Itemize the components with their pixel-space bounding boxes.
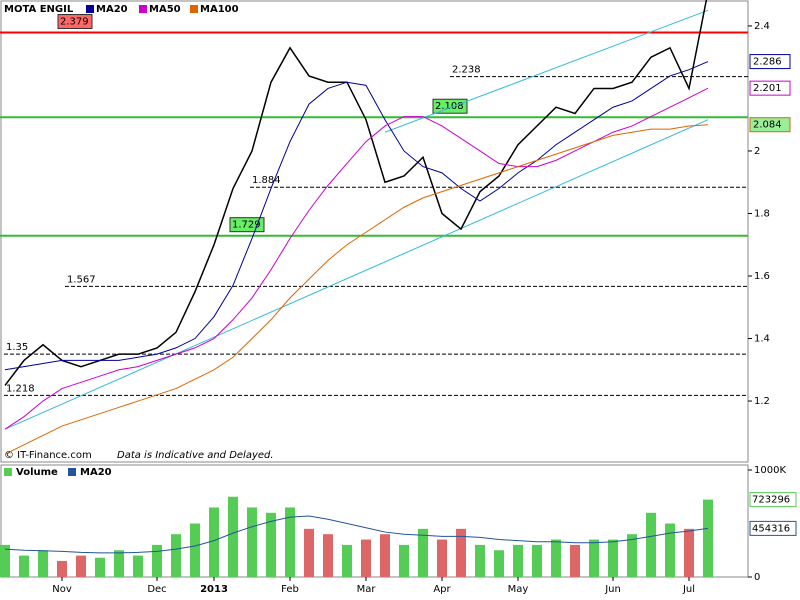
price-panel	[0, 0, 749, 463]
volume-bar	[627, 534, 637, 577]
x-tick-label: Jul	[682, 584, 695, 595]
volume-bar	[19, 555, 29, 577]
volume-bar	[171, 534, 181, 577]
volume-bar	[418, 528, 428, 577]
volume-bar	[152, 544, 162, 577]
volume-bar	[285, 507, 295, 577]
volume-bar	[304, 528, 314, 577]
volume-bar	[209, 507, 219, 577]
level-label: 1.567	[67, 274, 96, 285]
y-tick-label: 0	[754, 572, 760, 583]
volume-bar	[665, 523, 675, 577]
legend-label: MA20	[80, 467, 112, 478]
series-line	[4, 0, 708, 386]
legend-swatch	[4, 468, 12, 476]
volume-bar	[570, 544, 580, 577]
y-tick-label: 1.4	[754, 334, 770, 345]
level-label: 2.379	[60, 17, 89, 28]
volume-bar	[57, 560, 67, 577]
x-tick-label: Apr	[433, 584, 451, 595]
level-label: 1.729	[232, 220, 261, 231]
x-tick-label: 2013	[200, 584, 228, 595]
footer: © IT-Finance.com	[4, 450, 92, 461]
last-value: 454316	[752, 523, 790, 534]
legend-label: Volume	[16, 467, 58, 478]
volume-bar	[361, 539, 371, 577]
volume-bar	[95, 557, 105, 577]
legend-swatch	[139, 5, 147, 13]
level-box	[57, 14, 93, 30]
y-tick-label: 1.6	[754, 271, 770, 282]
last-value: 723296	[752, 495, 790, 506]
y-tick-label: 1.2	[754, 396, 770, 407]
x-tick-label: Feb	[281, 584, 299, 595]
volume-bar	[133, 555, 143, 577]
volume-bar	[551, 539, 561, 577]
legend-label: MA50	[149, 4, 181, 15]
last-value-box	[749, 80, 791, 96]
volume-bar	[190, 523, 200, 577]
last-value-box	[749, 520, 797, 536]
last-value: 2.286	[753, 57, 782, 68]
legend-swatch	[68, 468, 76, 476]
legend-swatch	[190, 5, 198, 13]
series-line	[4, 124, 709, 455]
level-box	[432, 98, 468, 114]
trend-line	[384, 9, 709, 133]
level-label: 1.884	[252, 175, 281, 186]
volume-bar	[399, 544, 409, 577]
legend-label: MA20	[96, 4, 128, 15]
level-label: 1.218	[6, 383, 35, 394]
x-tick-label: Dec	[147, 584, 166, 595]
volume-bar	[437, 539, 447, 577]
level-label: 2.238	[452, 65, 481, 76]
last-value: 2.201	[753, 83, 782, 94]
y-tick-label: 2	[754, 146, 760, 157]
volume-bar	[342, 544, 352, 577]
volume-bar	[646, 512, 656, 577]
volume-bar	[684, 528, 694, 577]
volume-bar	[513, 544, 523, 577]
level-label: 2.108	[435, 101, 464, 112]
volume-bar	[76, 555, 86, 577]
volume-ma	[4, 515, 709, 554]
last-value-box	[749, 54, 791, 70]
volume-panel	[0, 464, 749, 578]
x-tick-label: Mar	[357, 584, 377, 595]
volume-bar	[608, 539, 618, 577]
volume-bar	[0, 544, 10, 577]
volume-bar	[247, 507, 257, 577]
volume-bar	[494, 550, 504, 577]
volume-bar	[38, 550, 48, 577]
volume-bar	[456, 528, 466, 577]
volume-bar	[266, 512, 276, 577]
volume-bar	[228, 496, 238, 577]
legend-label: MA100	[200, 4, 239, 15]
x-tick-label: May	[508, 584, 529, 595]
last-value: 2.084	[753, 120, 782, 131]
volume-bar	[532, 544, 542, 577]
volume-bar	[703, 499, 713, 577]
volume-bar	[380, 534, 390, 577]
volume-bar	[475, 544, 485, 577]
chart-title: MOTA ENGIL	[4, 4, 74, 15]
volume-bar	[114, 550, 124, 577]
last-value-box	[749, 117, 791, 133]
x-tick-label: Jun	[604, 584, 621, 595]
last-value-box	[749, 492, 797, 508]
series-line	[4, 61, 709, 371]
y-tick-label: 2.4	[754, 21, 770, 32]
x-tick-label: Nov	[52, 584, 72, 595]
y-tick-label: 1000K	[754, 465, 786, 476]
y-tick-label: 1.8	[754, 208, 770, 219]
volume-bar	[589, 539, 599, 577]
note: Data is Indicative and Delayed.	[117, 450, 274, 461]
legend-swatch	[86, 5, 94, 13]
trend-line	[4, 119, 709, 430]
level-label: 1.35	[6, 342, 28, 353]
volume-bar	[323, 534, 333, 577]
